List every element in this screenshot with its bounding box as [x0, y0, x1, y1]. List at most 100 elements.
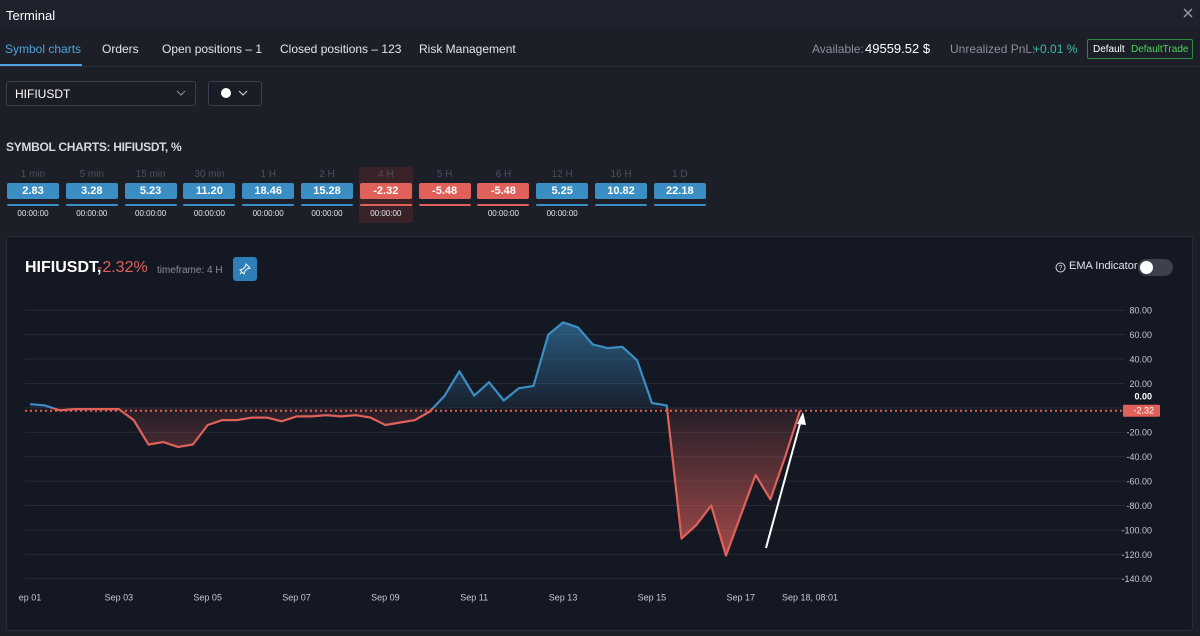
- timeframe-bar: [359, 204, 412, 206]
- y-tick-label: 20.00: [1129, 379, 1152, 389]
- x-tick-label: Sep 18, 08:01: [782, 592, 838, 602]
- symbol-select-value: HIFIUSDT: [15, 87, 71, 101]
- close-button[interactable]: [1182, 7, 1194, 19]
- annotation-arrow: [765, 419, 802, 549]
- timeframe-bar: [418, 204, 471, 206]
- timeframe-label: 16 H: [610, 169, 632, 180]
- annotation-arrowhead: [797, 412, 806, 425]
- y-tick-label: -40.00: [1126, 452, 1152, 462]
- x-tick-label: Sep 15: [638, 592, 667, 602]
- y-tick-label: -60.00: [1126, 477, 1152, 487]
- timeframe-change[interactable]: 11.20: [183, 183, 236, 199]
- chart-symbol: HIFIUSDT,: [25, 259, 102, 276]
- timeframe-time: 00:00:00: [487, 209, 519, 218]
- y-tick-label: 0.00: [1134, 391, 1152, 401]
- timeframe-label: 4 H: [378, 169, 394, 180]
- available-value: 49559.52 $: [865, 41, 931, 56]
- timeframe-label: 1 D: [672, 169, 688, 180]
- y-tick-label: -20.00: [1126, 428, 1152, 438]
- timeframe-change[interactable]: 10.82: [595, 183, 647, 199]
- chart-change: -2.32%: [97, 259, 148, 276]
- timeframe-bar: [653, 204, 706, 206]
- timeframe-time: 00:00:00: [135, 209, 167, 218]
- timeframe-label: 1 min: [20, 169, 46, 180]
- pin-button[interactable]: [233, 257, 257, 281]
- timeframe-label: 6 H: [495, 169, 512, 180]
- color-select[interactable]: [208, 81, 262, 106]
- timeframe-time: 00:00:00: [311, 209, 343, 218]
- ema-label: EMA Indicator: [1069, 260, 1138, 272]
- timeframe-time: 00:00:00: [193, 209, 225, 218]
- timeframe-label: 5 min: [79, 169, 105, 180]
- available-label: Available:: [812, 42, 864, 56]
- timeframe-bar: [242, 204, 295, 206]
- timeframe-time: 00:00:00: [76, 209, 108, 218]
- pnl-value: +0.01 %: [1033, 42, 1078, 56]
- timeframe-bar: [301, 204, 353, 206]
- window-title: Terminal: [6, 8, 56, 23]
- profile-badge[interactable]: [1087, 39, 1193, 59]
- timeframe-change[interactable]: 5.25: [536, 183, 589, 199]
- timeframe-time: 00:00:00: [546, 209, 578, 218]
- x-tick-label: Sep 07: [282, 592, 311, 602]
- timeframe-label: 30 min: [194, 169, 225, 180]
- x-tick-label: Sep 13: [549, 592, 578, 602]
- tab[interactable]: Orders: [102, 42, 139, 56]
- tab[interactable]: Open positions – 1: [162, 42, 263, 56]
- area: [30, 322, 800, 556]
- pnl-label: Unrealized PnL:: [950, 42, 1036, 56]
- timeframe-change[interactable]: 22.18: [653, 183, 706, 199]
- timeframe-bar: [595, 204, 647, 206]
- x-tick-label: Sep 17: [727, 592, 756, 602]
- title-bar: [0, 0, 1200, 30]
- chart-timeframe: timeframe: 4 H: [157, 265, 223, 276]
- timeframe-change[interactable]: -2.32: [359, 183, 412, 199]
- current-value-label: -2.32: [1133, 406, 1154, 416]
- section-title: SYMBOL CHARTS: HIFIUSDT, %: [6, 140, 182, 154]
- timeframe-change[interactable]: 2.83: [7, 183, 59, 199]
- tab[interactable]: Risk Management: [419, 42, 516, 56]
- divider: [0, 66, 1200, 67]
- help-icon: ?: [1055, 262, 1066, 273]
- tab[interactable]: Symbol charts: [5, 42, 82, 56]
- timeframe-change[interactable]: -5.48: [418, 183, 471, 199]
- y-tick-label: -120.00: [1121, 550, 1152, 560]
- x-tick-label: Sep 03: [105, 592, 134, 602]
- timeframe-label: 12 H: [551, 169, 573, 180]
- tab[interactable]: Closed positions – 123: [280, 42, 402, 56]
- ema-toggle[interactable]: [1138, 259, 1173, 276]
- mode-label: Default: [1093, 44, 1125, 55]
- y-tick-label: 60.00: [1129, 330, 1152, 340]
- timeframe-bar: [536, 204, 589, 206]
- timeframe-change[interactable]: -5.48: [477, 183, 530, 199]
- pin-icon: [239, 263, 251, 275]
- timeframe-label: 1 H: [260, 169, 276, 180]
- x-tick-label: Sep 09: [371, 592, 400, 602]
- tab-underline: [0, 64, 82, 66]
- timeframe-time: 00:00:00: [17, 209, 49, 218]
- timeframe-change[interactable]: 5.23: [124, 183, 177, 199]
- x-tick-label: Sep 11: [460, 592, 488, 602]
- line: [29, 321, 802, 557]
- timeframe-bar: [124, 204, 177, 206]
- x-tick-label: Sep 05: [193, 592, 222, 602]
- y-tick-label: 80.00: [1129, 306, 1152, 316]
- y-tick-label: -140.00: [1121, 574, 1152, 584]
- timeframe-label: 15 min: [135, 169, 166, 180]
- timeframe-bar: [477, 204, 530, 206]
- timeframe-bar: [7, 204, 59, 206]
- timeframe-change[interactable]: 15.28: [301, 183, 353, 199]
- y-tick-label: 40.00: [1129, 354, 1152, 364]
- x-tick-label: ep 01: [19, 592, 42, 602]
- timeframe-time: 00:00:00: [252, 209, 284, 218]
- timeframe-change[interactable]: 3.28: [65, 183, 118, 199]
- timeframe-bar: [183, 204, 236, 206]
- color-select-icon: [221, 88, 248, 98]
- timeframe-label: 5 H: [436, 169, 453, 180]
- timeframe-change[interactable]: 18.46: [242, 183, 295, 199]
- symbol-select[interactable]: [6, 81, 196, 106]
- chart-panel: [6, 236, 1193, 631]
- current-value-box: [1123, 404, 1160, 417]
